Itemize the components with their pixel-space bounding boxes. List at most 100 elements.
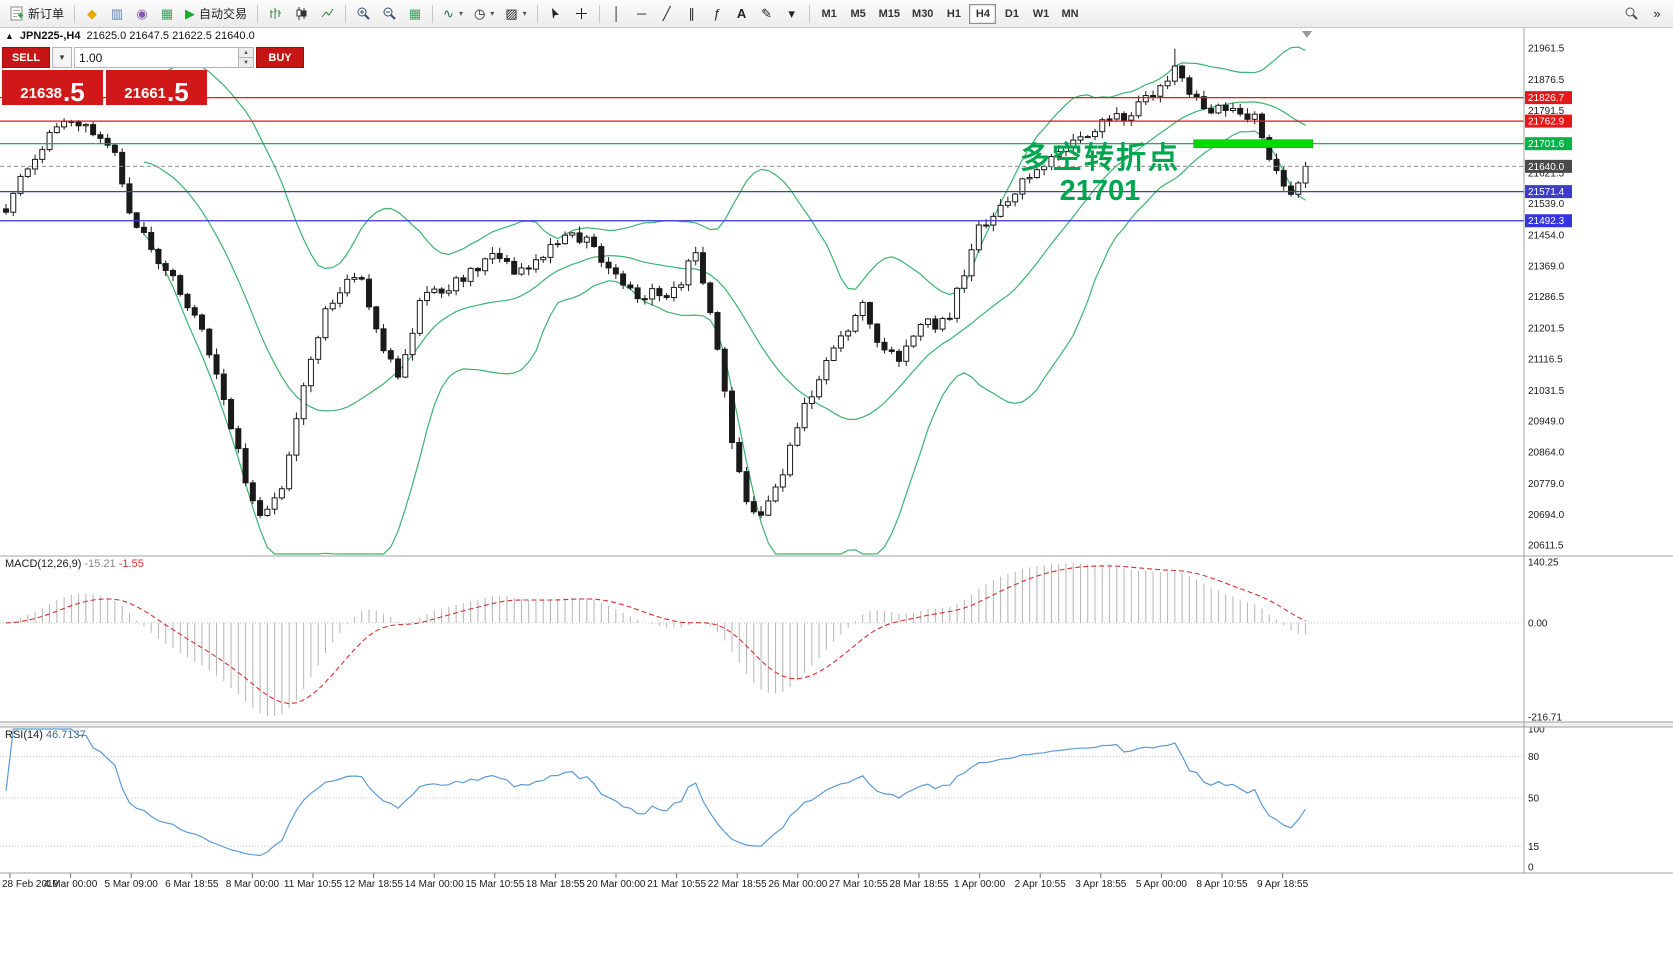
line-chart-icon <box>321 8 334 18</box>
buy-price-button[interactable]: 21661 .5 <box>106 70 207 105</box>
sell-price-button[interactable]: 21638 .5 <box>2 70 103 105</box>
fibonacci-tool[interactable]: ƒ <box>705 3 729 25</box>
volume-input[interactable] <box>75 48 238 67</box>
chart-ohlc-values: 21625.0 21647.5 21622.5 21640.0 <box>86 30 255 42</box>
dropdown-arrow-icon: ▾ <box>522 9 527 18</box>
timeframe-h1[interactable]: H1 <box>940 4 967 24</box>
chart-bars-button[interactable] <box>263 3 288 25</box>
navigator-icon: ◉ <box>136 6 148 21</box>
price-axis[interactable] <box>1524 28 1673 873</box>
spin-up-icon[interactable]: ▲ <box>239 48 253 58</box>
buy-price-main: 21661 <box>124 85 167 102</box>
oneclick-collapse-icon[interactable]: ▲ <box>5 31 14 41</box>
label-tool-icon: ✎ <box>761 6 773 21</box>
spin-down-icon[interactable]: ▼ <box>239 58 253 67</box>
periods-dropdown[interactable]: ◷ ▾ <box>469 3 499 25</box>
macd-label: MACD(12,26,9) -15.21 -1.55 <box>5 558 144 570</box>
timeframe-m30[interactable]: M30 <box>907 4 938 24</box>
shapes-dropdown[interactable]: ▾ <box>780 3 804 25</box>
crosshair-button[interactable] <box>569 3 594 25</box>
vertical-line-icon: │ <box>612 6 621 21</box>
rsi-name: RSI(14) <box>5 729 43 741</box>
indicators-dropdown[interactable]: ∿ ▾ <box>438 3 468 25</box>
terminal-icon: ▦ <box>160 6 174 21</box>
cursor-icon <box>551 8 559 19</box>
trendline-icon: ╱ <box>662 6 671 21</box>
search-icon <box>1625 7 1638 20</box>
autotrade-label: 自动交易 <box>199 7 248 21</box>
market-watch-icon: ◆ <box>87 6 98 21</box>
toolbar-separator <box>808 4 810 23</box>
autotrade-play-icon: ▶ <box>185 6 196 21</box>
toolbar-separator <box>257 4 259 23</box>
trendline-tool[interactable]: ╱ <box>655 3 679 25</box>
chart-window: 21961.5 21876.5 21791.5 21706.5 21621.5 21539… <box>0 28 1673 956</box>
macd-name: MACD(12,26,9) <box>5 558 82 570</box>
timeframe-m5[interactable]: M5 <box>845 4 872 24</box>
timeframe-d1[interactable]: D1 <box>998 4 1025 24</box>
indicators-icon: ∿ <box>443 6 454 21</box>
rsi-value: 46.7137 <box>45 729 86 741</box>
cursor-button[interactable] <box>543 3 568 25</box>
toolbar-overflow-button[interactable]: » <box>1645 3 1669 25</box>
market-watch-button[interactable]: ◆ <box>80 3 104 25</box>
rsi-panel-region[interactable] <box>0 727 1524 873</box>
timeframe-w1[interactable]: W1 <box>1027 4 1054 24</box>
timeframe-mn[interactable]: MN <box>1056 4 1083 24</box>
sell-button[interactable]: SELL <box>2 47 50 68</box>
new-order-button[interactable]: 新订单 <box>4 3 69 25</box>
toolbar: 新订单 ◆ ▥ ◉ ▦ ▶ 自动交易 <box>0 0 1673 28</box>
sell-price-main: 21638 <box>20 85 63 102</box>
toolbar-separator <box>598 4 600 23</box>
bar-chart-icon <box>270 8 282 19</box>
channel-icon: ∥ <box>688 6 695 21</box>
sell-price-pips: .5 <box>63 77 85 107</box>
navigator-button[interactable]: ◉ <box>130 3 154 25</box>
periods-icon: ◷ <box>473 6 486 21</box>
new-order-label: 新订单 <box>28 7 65 21</box>
main-chart-region[interactable] <box>0 28 1524 556</box>
macd-panel-region[interactable] <box>0 556 1524 727</box>
timeframe-group: M1 M5 M15 M30 H1 H4 D1 W1 MN <box>815 3 1085 24</box>
buy-price-pips: .5 <box>167 77 189 107</box>
data-window-icon: ▥ <box>110 6 124 21</box>
chart-candles-button[interactable] <box>289 3 314 25</box>
zoom-out-button[interactable] <box>377 3 402 25</box>
chart-title: ▲ JPN225-,H4 21625.0 21647.5 21622.5 216… <box>5 30 255 42</box>
chart-line-button[interactable] <box>315 3 340 25</box>
order-type-dropdown[interactable]: ▼ <box>52 47 72 68</box>
toolbar-separator <box>432 4 434 23</box>
text-tool[interactable]: A <box>730 3 754 25</box>
time-axis[interactable] <box>0 873 1673 903</box>
zoom-out-icon <box>383 7 396 20</box>
macd-value-signal: -1.55 <box>118 558 144 570</box>
one-click-controls: SELL ▼ ▲ ▼ BUY <box>2 47 304 68</box>
zoom-in-button[interactable] <box>351 3 376 25</box>
volume-box: ▲ ▼ <box>74 47 254 68</box>
dropdown-arrow-icon: ▾ <box>490 9 495 18</box>
label-tool[interactable]: ✎ <box>755 3 779 25</box>
terminal-button[interactable]: ▦ <box>155 3 179 25</box>
timeframe-m1[interactable]: M1 <box>816 4 843 24</box>
candlestick-chart-icon <box>296 7 307 20</box>
data-window-button[interactable]: ▥ <box>105 3 129 25</box>
vertical-line-tool[interactable]: │ <box>605 3 629 25</box>
timeframe-m15[interactable]: M15 <box>874 4 905 24</box>
autotrade-button[interactable]: ▶ 自动交易 <box>180 3 252 25</box>
buy-button[interactable]: BUY <box>256 47 304 68</box>
rsi-label: RSI(14) 46.7137 <box>5 729 86 741</box>
macd-value-main: -15.21 <box>84 558 116 570</box>
templates-dropdown[interactable]: ▨ ▾ <box>500 3 531 25</box>
chevron-icon: » <box>1653 6 1661 21</box>
horizontal-line-tool[interactable]: ─ <box>630 3 654 25</box>
search-button[interactable] <box>1619 3 1644 25</box>
templates-icon: ▨ <box>505 6 518 21</box>
text-tool-icon: A <box>736 6 747 21</box>
channel-tool[interactable]: ∥ <box>680 3 704 25</box>
grid-button[interactable]: ▦ <box>403 3 427 25</box>
one-click-trading-panel: SELL ▼ ▲ ▼ BUY 21638 .5 21661 .5 <box>2 47 304 105</box>
one-click-prices: 21638 .5 21661 .5 <box>2 70 207 105</box>
toolbar-separator <box>345 4 347 23</box>
horizontal-line-icon: ─ <box>637 6 647 21</box>
timeframe-h4[interactable]: H4 <box>969 3 997 24</box>
